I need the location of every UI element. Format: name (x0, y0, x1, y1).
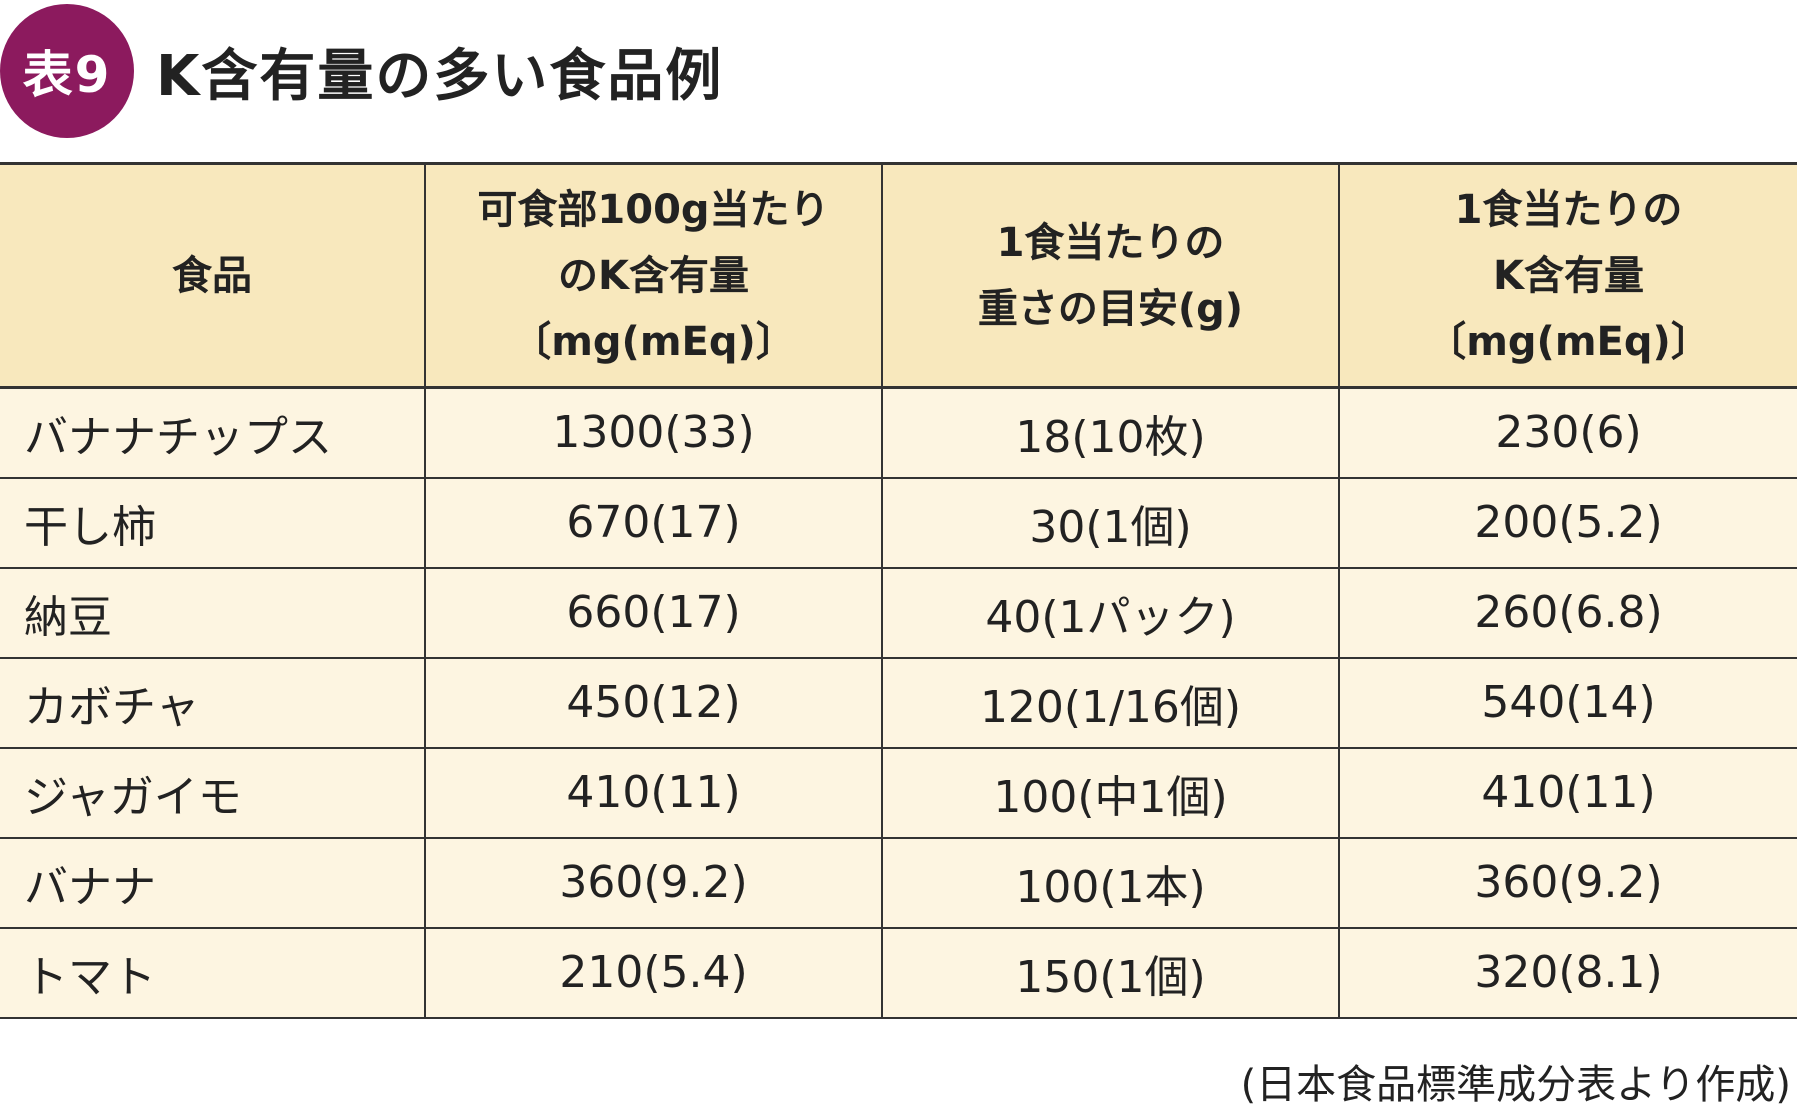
k-per-serving-cell: 320(8.1) (1338, 926, 1797, 1019)
table-row: バナナ 360(9.2) 100(1本) 360(9.2) (0, 836, 1797, 929)
k-per-serving-cell: 360(9.2) (1338, 836, 1797, 929)
serving-weight-cell: 18(10枚) (881, 386, 1340, 479)
header-line: 1食当たりの (996, 219, 1225, 266)
k-per-serving-cell: 230(6) (1338, 386, 1797, 479)
k-per-serving-cell: 200(5.2) (1338, 476, 1797, 569)
header-food-line: 食品 (172, 252, 252, 299)
table-row: 納豆 660(17) 40(1パック) 260(6.8) (0, 566, 1797, 659)
table-row: バナナチップス 1300(33) 18(10枚) 230(6) (0, 386, 1797, 479)
header-k-per-serving: 1食当たりの K含有量 〔mg(mEq)〕 (1338, 162, 1797, 389)
k-per-100g-cell: 210(5.4) (424, 926, 883, 1019)
k-per-serving-cell: 540(14) (1338, 656, 1797, 749)
table-row: 干し柿 670(17) 30(1個) 200(5.2) (0, 476, 1797, 569)
k-per-serving-cell: 410(11) (1338, 746, 1797, 839)
serving-weight-cell: 30(1個) (881, 476, 1340, 569)
table-row: カボチャ 450(12) 120(1/16個) 540(14) (0, 656, 1797, 749)
header-line: K含有量 (1493, 252, 1644, 299)
k-per-100g-cell: 1300(33) (424, 386, 883, 479)
k-per-serving-cell: 260(6.8) (1338, 566, 1797, 659)
header-k-per-100g: 可食部100g当たり のK含有量 〔mg(mEq)〕 (424, 162, 883, 389)
k-per-100g-cell: 360(9.2) (424, 836, 883, 929)
serving-weight-cell: 150(1個) (881, 926, 1340, 1019)
food-name-cell: ジャガイモ (0, 746, 426, 839)
serving-weight-cell: 100(中1個) (881, 746, 1340, 839)
food-name-cell: バナナチップス (0, 386, 426, 479)
k-per-100g-cell: 410(11) (424, 746, 883, 839)
table-title-row: 表9 K含有量の多い食品例 (0, 4, 723, 138)
source-note: (日本食品標準成分表より作成) (1240, 1062, 1791, 1108)
potassium-food-table: 食品 可食部100g当たり のK含有量 〔mg(mEq)〕 1食当たりの 重さの… (0, 162, 1797, 1019)
header-line: のK含有量 (558, 252, 749, 299)
food-name-cell: 干し柿 (0, 476, 426, 569)
header-food: 食品 (0, 162, 426, 389)
table-row: ジャガイモ 410(11) 100(中1個) 410(11) (0, 746, 1797, 839)
food-name-cell: バナナ (0, 836, 426, 929)
table-title: K含有量の多い食品例 (156, 43, 724, 109)
serving-weight-cell: 100(1本) (881, 836, 1340, 929)
header-line: 〔mg(mEq)〕 (1426, 318, 1711, 365)
serving-weight-cell: 40(1パック) (881, 566, 1340, 659)
k-per-100g-cell: 660(17) (424, 566, 883, 659)
table-header-row: 食品 可食部100g当たり のK含有量 〔mg(mEq)〕 1食当たりの 重さの… (0, 162, 1797, 389)
header-line: 重さの目安(g) (977, 285, 1244, 332)
k-per-100g-cell: 670(17) (424, 476, 883, 569)
food-name-cell: トマト (0, 926, 426, 1019)
header-line: 可食部100g当たり (477, 186, 830, 233)
table-number-badge: 表9 (0, 4, 134, 138)
table-row: トマト 210(5.4) 150(1個) 320(8.1) (0, 926, 1797, 1019)
header-line: 〔mg(mEq)〕 (511, 318, 796, 365)
food-name-cell: 納豆 (0, 566, 426, 659)
header-serving-weight: 1食当たりの 重さの目安(g) (881, 162, 1340, 389)
k-per-100g-cell: 450(12) (424, 656, 883, 749)
header-line: 1食当たりの (1454, 186, 1683, 233)
serving-weight-cell: 120(1/16個) (881, 656, 1340, 749)
food-name-cell: カボチャ (0, 656, 426, 749)
